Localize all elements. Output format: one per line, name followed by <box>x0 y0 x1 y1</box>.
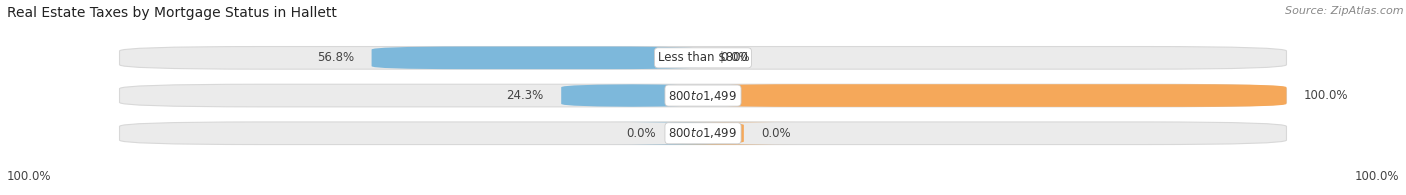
Text: 0.0%: 0.0% <box>720 51 751 64</box>
FancyBboxPatch shape <box>120 84 1286 107</box>
FancyBboxPatch shape <box>120 122 1286 144</box>
Text: $800 to $1,499: $800 to $1,499 <box>668 89 738 103</box>
Text: Less than $800: Less than $800 <box>658 51 748 64</box>
FancyBboxPatch shape <box>651 122 796 144</box>
Text: 0.0%: 0.0% <box>762 127 792 140</box>
Text: 100.0%: 100.0% <box>1354 170 1399 183</box>
FancyBboxPatch shape <box>120 47 1286 69</box>
FancyBboxPatch shape <box>610 122 768 144</box>
FancyBboxPatch shape <box>703 84 1286 107</box>
Text: 0.0%: 0.0% <box>627 127 657 140</box>
FancyBboxPatch shape <box>371 47 703 69</box>
Text: 100.0%: 100.0% <box>1303 89 1348 102</box>
Text: 24.3%: 24.3% <box>506 89 544 102</box>
FancyBboxPatch shape <box>561 84 703 107</box>
Text: 100.0%: 100.0% <box>7 170 52 183</box>
Text: Source: ZipAtlas.com: Source: ZipAtlas.com <box>1285 6 1403 16</box>
Text: $800 to $1,499: $800 to $1,499 <box>668 126 738 140</box>
Text: Real Estate Taxes by Mortgage Status in Hallett: Real Estate Taxes by Mortgage Status in … <box>7 6 337 20</box>
Text: 56.8%: 56.8% <box>316 51 354 64</box>
